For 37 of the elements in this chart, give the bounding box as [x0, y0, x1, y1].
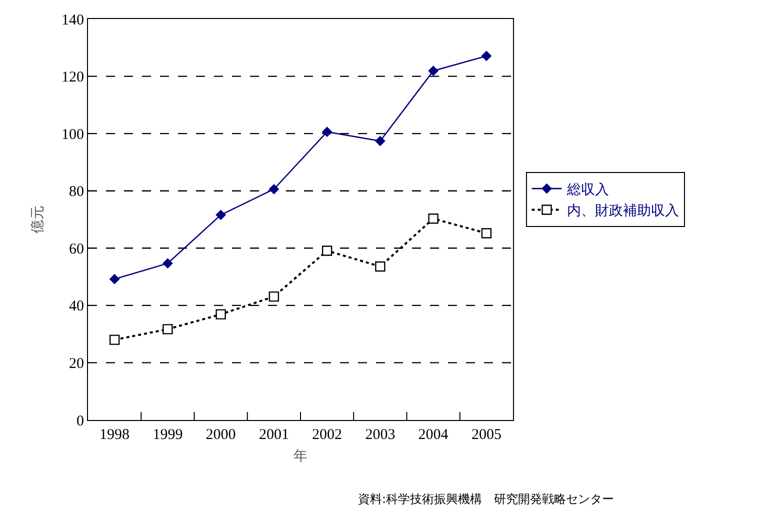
point	[162, 324, 173, 334]
x-tick-label: 2001	[258, 427, 289, 443]
x-tick-label: 2002	[312, 427, 342, 443]
y-tick-label: 100	[62, 126, 84, 143]
legend-label: 内、財政補助収入	[566, 203, 679, 220]
x-tick-label: 2000	[206, 427, 236, 443]
point	[322, 246, 332, 256]
y-tick-label: 40	[69, 298, 84, 315]
x-tick-label: 1999	[152, 427, 183, 443]
point	[268, 184, 280, 194]
point	[216, 210, 226, 220]
y-tick-label: 80	[69, 184, 84, 200]
point	[268, 291, 280, 302]
x-axis-title: 年	[294, 448, 308, 464]
point	[216, 309, 226, 320]
y-tick-label: 20	[69, 356, 84, 372]
y-axis-title: 億元	[30, 206, 46, 234]
point	[109, 334, 120, 345]
point	[322, 126, 332, 138]
x-tick-label: 1998	[100, 427, 130, 443]
y-tick-label: 0	[76, 413, 84, 430]
x-tick-label: 2005	[471, 427, 502, 443]
text: 資料:科学技術振興機構 研究開発戦略センター	[358, 492, 614, 506]
point	[428, 66, 439, 76]
point	[375, 261, 386, 272]
point	[481, 228, 492, 238]
y-tick-label: 120	[62, 70, 84, 86]
y-tick-label: 60	[69, 241, 84, 258]
legend-label: 総収入	[566, 182, 609, 198]
point	[374, 136, 386, 146]
point	[109, 274, 120, 284]
point	[162, 258, 173, 269]
point	[481, 50, 492, 62]
point	[428, 214, 438, 224]
x-tick-label: 2004	[418, 427, 449, 443]
x-tick-label: 2003	[365, 427, 396, 443]
y-tick-label: 140	[62, 12, 84, 28]
